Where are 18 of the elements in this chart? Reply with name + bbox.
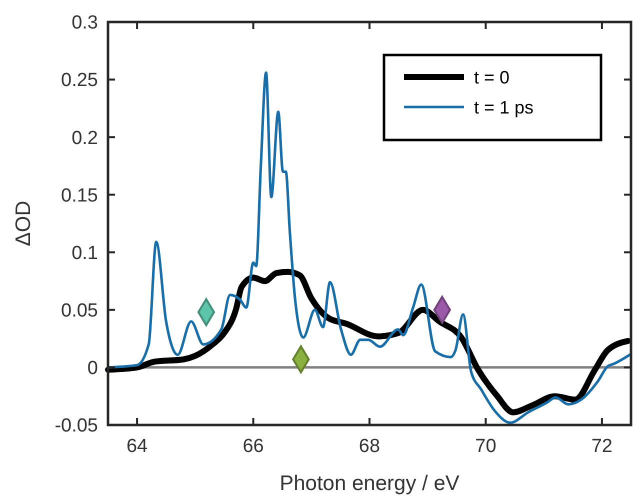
y-tick-label: 0.3 <box>72 12 98 34</box>
y-tick-label: 0 <box>87 358 98 380</box>
legend-label: t = 1 ps <box>474 97 534 118</box>
x-tick-label: 68 <box>358 436 380 457</box>
y-tick-label: -0.05 <box>54 416 98 437</box>
y-axis-title: ΔOD <box>12 200 35 246</box>
y-tick-label: 0.1 <box>72 242 98 264</box>
x-tick-label: 66 <box>242 436 264 457</box>
y-tick-label: 0.15 <box>61 185 98 206</box>
y-tick-label: 0.2 <box>72 128 98 149</box>
line-series <box>106 71 632 424</box>
x-tick-label: 72 <box>591 436 613 457</box>
legend-label: t = 0 <box>474 67 510 88</box>
y-tick-label: 0.05 <box>61 300 98 322</box>
x-tick-label: 70 <box>475 436 496 457</box>
y-tick-label: 0.25 <box>61 70 98 92</box>
x-axis-title: Photon energy / eV <box>280 472 460 495</box>
x-tick-label: 64 <box>126 436 148 457</box>
